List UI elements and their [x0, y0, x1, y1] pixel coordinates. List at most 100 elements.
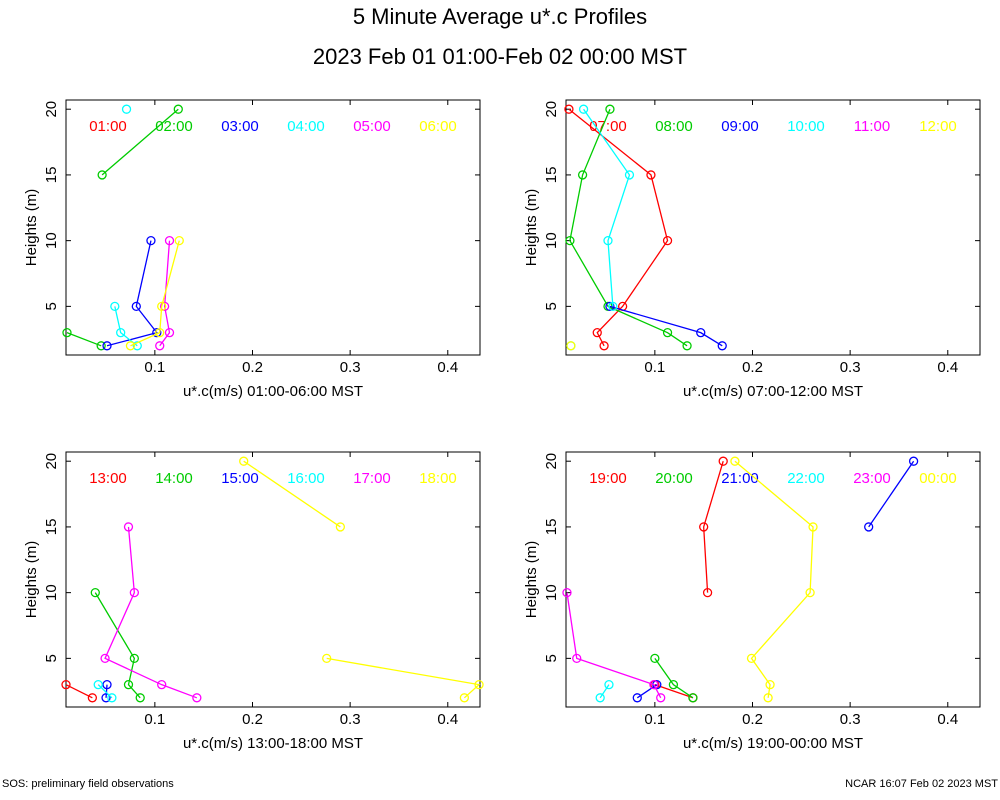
data-point — [132, 341, 142, 351]
x-axis-label: u*.c(m/s) 01:00-06:00 MST — [183, 383, 363, 400]
series-line — [654, 657, 694, 699]
data-point — [155, 341, 165, 351]
data-point — [564, 104, 574, 114]
x-tick-label: 0.4 — [437, 359, 458, 376]
data-point — [805, 587, 815, 598]
series-line — [599, 684, 610, 699]
data-point — [61, 680, 71, 690]
legend-entry: 21:00 — [721, 470, 759, 487]
data-point — [135, 693, 145, 703]
series-line — [734, 460, 814, 698]
y-tick-label: 15 — [43, 519, 60, 536]
data-point — [322, 653, 332, 664]
series-line — [65, 684, 93, 699]
data-point — [164, 328, 175, 338]
x-tick-label: 0.4 — [937, 359, 958, 376]
data-point — [572, 653, 582, 664]
y-tick-label: 5 — [43, 654, 60, 662]
x-tick-label: 0.2 — [742, 359, 763, 376]
y-axis-label: Heights (m) — [23, 189, 40, 267]
plot-frame — [65, 99, 481, 356]
data-point — [157, 680, 167, 690]
legend-entry: 15:00 — [221, 470, 259, 487]
data-point — [159, 301, 170, 312]
x-tick-label: 0.2 — [242, 711, 263, 728]
data-point — [908, 456, 919, 466]
data-point — [562, 587, 572, 598]
data-point — [577, 170, 588, 180]
data-point — [765, 680, 775, 690]
legend-entry: 01:00 — [89, 118, 127, 135]
data-point — [599, 341, 609, 351]
x-tick-label: 0.3 — [840, 359, 861, 376]
plot-frame — [565, 451, 981, 708]
data-point — [702, 587, 713, 598]
data-point — [239, 456, 249, 466]
data-point — [129, 653, 139, 664]
data-point — [668, 680, 679, 690]
footer-left: SOS: preliminary field observations — [2, 778, 174, 790]
y-axis-label: Heights (m) — [523, 189, 540, 267]
y-tick-label: 20 — [43, 453, 60, 470]
legend-entry: 00:00 — [919, 470, 957, 487]
series-line — [104, 526, 198, 699]
legend-entry: 13:00 — [89, 470, 127, 487]
data-point — [746, 653, 757, 664]
y-tick-label: 5 — [543, 654, 560, 662]
data-point — [155, 328, 165, 338]
data-point — [100, 653, 110, 664]
data-point — [125, 341, 136, 351]
series-line — [243, 460, 481, 699]
data-point — [164, 235, 175, 246]
data-point — [97, 170, 107, 180]
data-point — [578, 104, 589, 114]
series-line — [654, 461, 724, 699]
y-tick-label: 15 — [543, 519, 560, 536]
plot-frame — [565, 99, 981, 356]
y-tick-label: 10 — [543, 584, 560, 601]
y-tick-label: 20 — [543, 101, 560, 118]
data-point — [699, 522, 709, 532]
data-point — [649, 680, 659, 690]
legend-entry: 10:00 — [787, 118, 825, 135]
x-tick-label: 0.4 — [937, 711, 958, 728]
data-point — [131, 301, 141, 312]
y-tick-label: 10 — [43, 584, 60, 601]
legend-entry: 18:00 — [419, 470, 457, 487]
y-tick-label: 15 — [43, 167, 60, 184]
legend-entry: 20:00 — [655, 470, 693, 487]
legend-entry: 22:00 — [787, 470, 825, 487]
data-point — [101, 693, 111, 703]
chart-subtitle: 2023 Feb 01 01:00-Feb 02 00:00 MST — [313, 44, 687, 69]
data-point — [110, 301, 120, 312]
data-point — [646, 170, 656, 180]
x-tick-label: 0.2 — [742, 711, 763, 728]
data-point — [335, 522, 346, 532]
data-point — [474, 680, 484, 690]
series-line — [159, 240, 171, 347]
y-tick-label: 20 — [543, 453, 560, 470]
x-axis-label: u*.c(m/s) 07:00-12:00 MST — [683, 383, 863, 400]
data-point — [864, 522, 874, 532]
data-point — [565, 235, 575, 246]
data-point — [688, 693, 698, 703]
data-point — [624, 170, 635, 180]
x-tick-label: 0.1 — [644, 711, 665, 728]
legend-entry: 14:00 — [155, 470, 193, 487]
y-tick-label: 15 — [543, 167, 560, 184]
series-line — [636, 460, 915, 699]
legend-entry: 05:00 — [353, 118, 391, 135]
data-point — [192, 693, 202, 703]
data-point — [93, 680, 103, 690]
data-point — [595, 693, 605, 703]
data-point — [116, 328, 126, 338]
legend-entry: 17:00 — [353, 470, 391, 487]
data-point — [662, 328, 673, 338]
data-point — [592, 328, 602, 338]
data-point — [129, 587, 139, 598]
x-tick-label: 0.1 — [144, 711, 165, 728]
x-tick-label: 0.3 — [340, 359, 361, 376]
series-line — [568, 108, 669, 347]
data-point — [718, 456, 728, 466]
y-tick-label: 20 — [43, 101, 60, 118]
